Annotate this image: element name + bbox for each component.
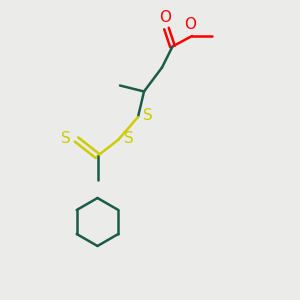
- Text: O: O: [159, 10, 171, 25]
- Text: S: S: [143, 108, 153, 123]
- Text: S: S: [124, 131, 134, 146]
- Text: O: O: [184, 17, 196, 32]
- Text: S: S: [61, 131, 71, 146]
